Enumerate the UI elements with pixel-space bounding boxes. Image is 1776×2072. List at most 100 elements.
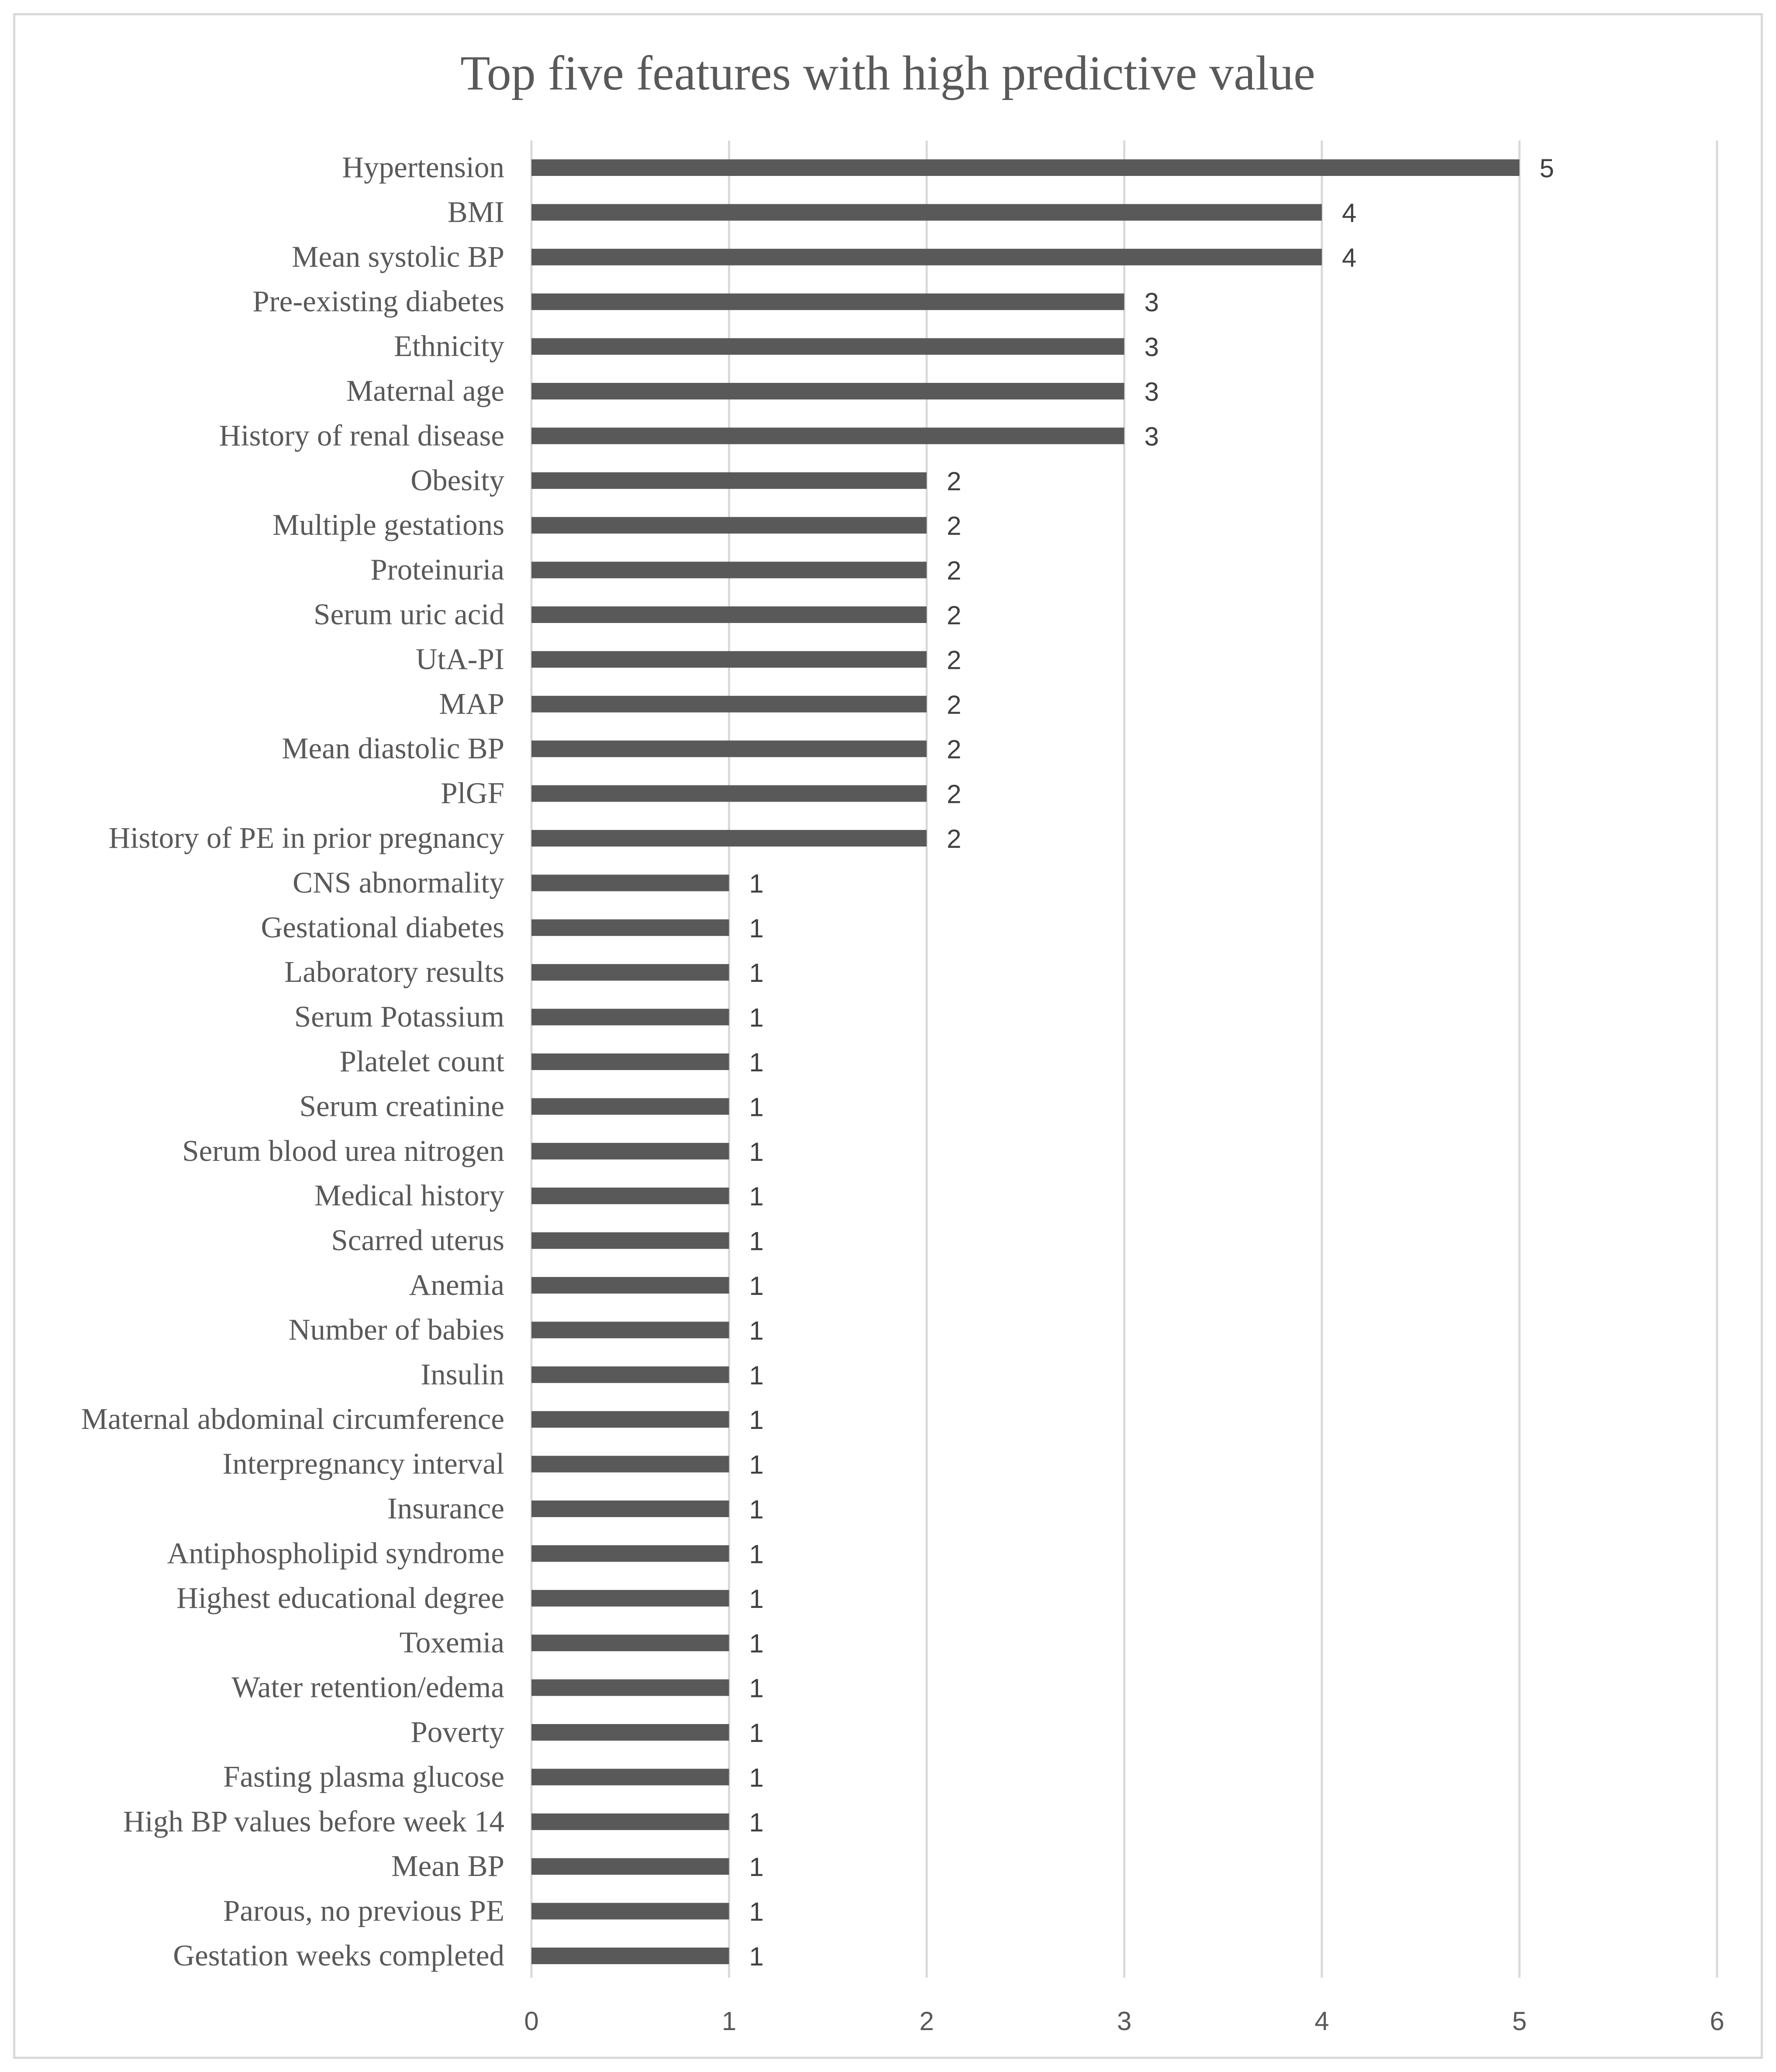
bar bbox=[531, 1858, 729, 1875]
category-label: Highest educational degree bbox=[176, 1581, 504, 1614]
bar bbox=[531, 1679, 729, 1696]
category-label: Obesity bbox=[410, 464, 504, 497]
data-label: 2 bbox=[947, 735, 961, 764]
category-label: Poverty bbox=[410, 1715, 504, 1748]
bar bbox=[531, 204, 1322, 221]
data-label: 1 bbox=[749, 1674, 764, 1703]
bar bbox=[531, 964, 729, 981]
bar bbox=[531, 695, 927, 712]
category-label: Medical history bbox=[314, 1179, 504, 1212]
bar bbox=[531, 785, 927, 802]
data-label: 1 bbox=[749, 1852, 764, 1882]
bar bbox=[531, 517, 927, 534]
category-label: History of renal disease bbox=[219, 419, 504, 452]
category-label: History of PE in prior pregnancy bbox=[109, 821, 505, 854]
data-label: 1 bbox=[749, 1182, 764, 1211]
data-label: 1 bbox=[749, 1495, 764, 1524]
category-label: Platelet count bbox=[340, 1045, 504, 1078]
category-label: Anemia bbox=[409, 1268, 504, 1301]
bar bbox=[531, 1724, 729, 1741]
category-label: Water retention/edema bbox=[231, 1671, 504, 1704]
category-label: Toxemia bbox=[400, 1626, 504, 1659]
data-label: 1 bbox=[749, 1048, 764, 1077]
data-label: 2 bbox=[947, 824, 961, 854]
data-label: 1 bbox=[749, 1137, 764, 1167]
category-label: Serum uric acid bbox=[314, 598, 504, 631]
data-label: 2 bbox=[947, 690, 961, 719]
category-label: PlGF bbox=[441, 777, 504, 810]
bar bbox=[531, 472, 927, 489]
bar bbox=[531, 606, 927, 623]
x-tick-label: 0 bbox=[524, 2007, 538, 2036]
gridlines bbox=[530, 141, 1718, 1978]
data-label: 1 bbox=[749, 1450, 764, 1480]
data-label: 3 bbox=[1145, 422, 1159, 451]
bar bbox=[531, 1366, 729, 1383]
bar bbox=[531, 1411, 729, 1428]
category-labels: Hypertension BMI Mean systolic BP Pre-exist… bbox=[81, 151, 505, 1972]
bar bbox=[531, 1545, 729, 1562]
bar bbox=[531, 1501, 729, 1517]
bar bbox=[531, 1590, 729, 1607]
data-label: 1 bbox=[749, 1808, 764, 1837]
data-label: 1 bbox=[749, 1405, 764, 1435]
bar bbox=[531, 1098, 729, 1115]
category-label: Proteinuria bbox=[370, 553, 504, 586]
bar bbox=[531, 1948, 729, 1964]
category-label: Scarred uterus bbox=[331, 1224, 504, 1257]
data-label: 3 bbox=[1145, 377, 1159, 406]
bar bbox=[531, 293, 1124, 310]
category-label: Pre-existing diabetes bbox=[252, 285, 504, 318]
data-label: 2 bbox=[947, 556, 961, 585]
bar bbox=[531, 1769, 729, 1786]
bar bbox=[531, 1813, 729, 1830]
data-label: 1 bbox=[749, 1361, 764, 1390]
data-label: 1 bbox=[749, 1897, 764, 1927]
category-label: MAP bbox=[439, 687, 504, 720]
data-label: 2 bbox=[947, 511, 961, 540]
category-label: Hypertension bbox=[342, 151, 504, 184]
bar bbox=[531, 383, 1124, 399]
category-label: Insurance bbox=[387, 1492, 504, 1525]
bar bbox=[531, 1187, 729, 1205]
bar bbox=[531, 651, 927, 668]
x-tick-label: 1 bbox=[722, 2007, 736, 2036]
bar bbox=[531, 338, 1124, 355]
data-label: 1 bbox=[749, 869, 764, 898]
data-label: 2 bbox=[947, 601, 961, 630]
category-label: Interpregnancy interval bbox=[222, 1447, 504, 1480]
x-tick-label: 6 bbox=[1710, 2007, 1724, 2036]
category-label: BMI bbox=[448, 195, 504, 228]
data-labels: 5 4 4 3 3 3 3 2 2 2 2 2 2 2 2 2 1 1 1 1 1 1 1 1 1 1 1 1 1 1 1 1 1 1 1 1 1 1 1 1… bbox=[749, 154, 1554, 1971]
data-label: 1 bbox=[749, 1316, 764, 1345]
data-label: 2 bbox=[947, 780, 961, 809]
category-label: Mean BP bbox=[391, 1849, 504, 1883]
bar bbox=[531, 1053, 729, 1070]
category-label: Mean systolic BP bbox=[292, 240, 504, 273]
bar bbox=[531, 919, 729, 936]
category-label: Fasting plasma glucose bbox=[223, 1760, 504, 1793]
category-label: Laboratory results bbox=[284, 955, 504, 988]
bar bbox=[531, 1322, 729, 1339]
bar bbox=[531, 248, 1322, 265]
x-tick-label: 3 bbox=[1117, 2007, 1131, 2036]
bar bbox=[531, 1635, 729, 1652]
data-label: 3 bbox=[1145, 333, 1159, 362]
category-label: High BP values before week 14 bbox=[123, 1805, 504, 1838]
x-tick-label: 2 bbox=[919, 2007, 934, 2036]
data-label: 1 bbox=[749, 914, 764, 943]
data-label: 1 bbox=[749, 1227, 764, 1256]
category-label: Maternal abdominal circumference bbox=[81, 1402, 504, 1435]
category-label: Gestation weeks completed bbox=[173, 1939, 504, 1972]
category-label: Serum Potassium bbox=[294, 1000, 504, 1033]
data-label: 1 bbox=[749, 1003, 764, 1033]
bar bbox=[531, 874, 729, 891]
x-tick-label: 5 bbox=[1512, 2007, 1527, 2036]
data-label: 2 bbox=[947, 467, 961, 496]
category-label: Ethnicity bbox=[394, 330, 504, 363]
data-label: 1 bbox=[749, 1539, 764, 1569]
data-label: 1 bbox=[749, 1271, 764, 1301]
data-label: 5 bbox=[1540, 154, 1554, 183]
bar bbox=[531, 159, 1520, 176]
